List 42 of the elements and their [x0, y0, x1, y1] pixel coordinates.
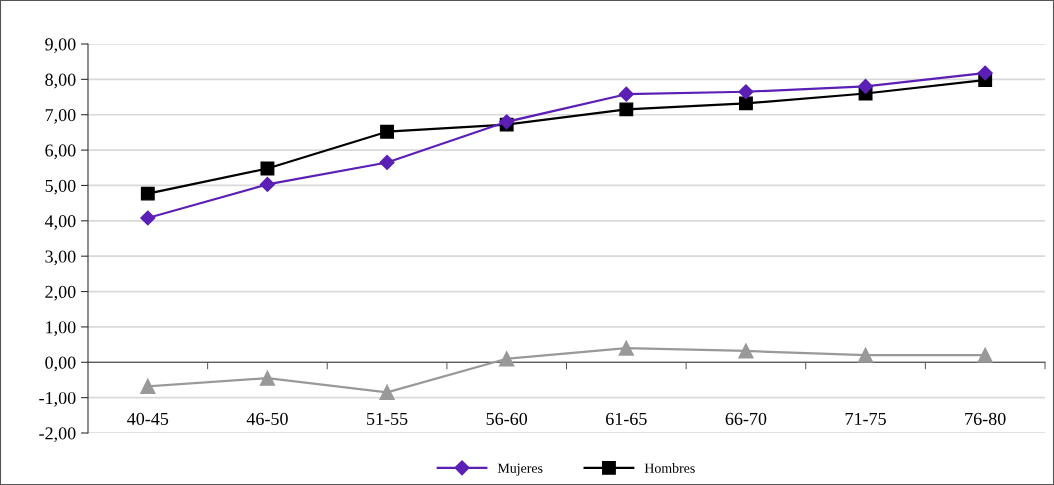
point	[259, 370, 276, 386]
x-tick-label: 71-75	[845, 412, 886, 425]
y-tick-label: -2,00	[39, 427, 76, 443]
legend-label: Mujeres	[497, 463, 543, 476]
y-tick-label: 7,00	[45, 108, 76, 124]
point	[977, 347, 993, 363]
y-tick-label: 8,00	[45, 73, 76, 89]
x-tick-label: 51-55	[367, 412, 408, 425]
y-tick-label: 5,00	[45, 179, 76, 195]
x-tick-label: 56-60	[486, 412, 528, 425]
point	[140, 186, 155, 201]
y-tick-label: 0,00	[45, 356, 76, 372]
point	[977, 65, 993, 81]
point	[618, 86, 634, 102]
x-tick-label: 76-80	[965, 412, 1006, 425]
legend-label: Hombres	[644, 463, 695, 473]
y-tick-label: 9,00	[45, 38, 76, 54]
y-tick-label: 3,00	[45, 250, 76, 266]
x-tick-label: 46-50	[246, 412, 288, 425]
x-tick-label: 66-70	[725, 412, 767, 425]
point	[738, 343, 754, 359]
point	[738, 96, 753, 111]
point	[380, 124, 395, 139]
point	[379, 154, 395, 171]
point	[738, 84, 754, 100]
y-tick-label: 1,00	[46, 321, 76, 336]
point	[140, 378, 156, 394]
point	[619, 102, 634, 117]
y-tick-label: 2,00	[45, 285, 76, 301]
point	[857, 347, 874, 363]
point	[260, 161, 275, 176]
point	[499, 351, 515, 367]
x-tick-label: 40-45	[127, 412, 169, 425]
point	[140, 210, 156, 226]
y-tick-label: -1,00	[39, 391, 76, 407]
y-tick-label: 4,00	[44, 215, 76, 230]
point	[618, 340, 634, 356]
point	[857, 78, 874, 95]
point	[259, 176, 276, 192]
point	[379, 384, 395, 400]
y-tick-label: 6,00	[45, 144, 76, 160]
x-tick-label: 61-65	[606, 412, 647, 425]
